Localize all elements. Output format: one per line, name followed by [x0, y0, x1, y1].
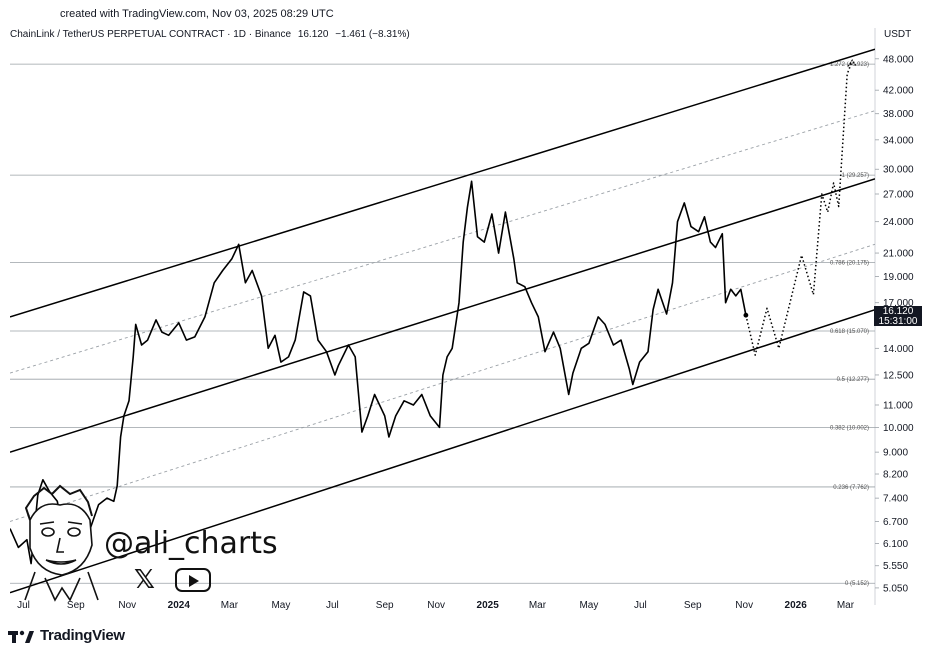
y-tick-label: 42.000	[883, 86, 914, 97]
y-tick-label: 34.000	[883, 135, 914, 146]
y-tick-label: 30.000	[883, 165, 914, 176]
current-price-value: 16.120	[882, 306, 914, 317]
symbol-header: ChainLink / TetherUS PERPETUAL CONTRACT …	[10, 29, 414, 40]
y-tick-label: 27.000	[883, 190, 914, 201]
x-tick-label: Nov	[118, 600, 136, 611]
youtube-icon	[174, 568, 211, 592]
x-tick-label: May	[271, 600, 290, 611]
price-series-line	[10, 180, 747, 565]
symbol-name: ChainLink / TetherUS PERPETUAL CONTRACT …	[10, 29, 292, 40]
y-tick-label: 48.000	[883, 54, 914, 65]
channel-line-middle	[10, 178, 875, 453]
x-icon: 𝕏	[134, 565, 155, 595]
channel-line-lower	[10, 309, 875, 594]
fib-level-label: 0.382 (10.002)	[830, 425, 869, 431]
x-tick-label: Mar	[837, 600, 855, 611]
y-tick-label: 14.000	[883, 344, 914, 355]
tradingview-logo-icon	[8, 630, 34, 643]
fib-level-label: 1.272 (46.923)	[830, 62, 869, 68]
x-tick-label: Sep	[67, 600, 85, 611]
avatar-illustration	[24, 484, 99, 602]
x-tick-label: Jul	[17, 600, 30, 611]
currency-label: USDT	[884, 29, 912, 40]
fib-level-label: 0.786 (20.175)	[830, 260, 869, 266]
watermark-handle: @ali_charts	[104, 526, 278, 561]
fib-level-label: 0.236 (7.762)	[833, 485, 869, 491]
projection-arrowhead	[847, 59, 857, 67]
current-price-label: 16.120 15:31:00	[874, 306, 922, 327]
current-price-point	[743, 312, 749, 318]
x-tick-label: 2026	[785, 600, 808, 611]
y-tick-label: 10.000	[883, 423, 914, 434]
y-tick-label: 12.500	[883, 370, 914, 381]
countdown-timer: 15:31:00	[878, 316, 918, 327]
projection-dotted-line	[745, 61, 853, 356]
fib-level-label: 0.618 (15.070)	[830, 329, 869, 335]
fib-level-label: 0 (5.152)	[845, 581, 869, 587]
y-tick-label: 6.700	[883, 517, 908, 528]
y-tick-label: 7.400	[883, 494, 908, 505]
x-tick-label: May	[579, 600, 598, 611]
x-tick-label: Sep	[684, 600, 702, 611]
x-tick-label: Mar	[529, 600, 547, 611]
y-tick-label: 5.050	[883, 583, 908, 594]
x-tick-label: Mar	[221, 600, 239, 611]
x-tick-label: Jul	[634, 600, 647, 611]
y-tick-label: 8.200	[883, 470, 908, 481]
tradingview-logo: TradingView	[8, 627, 125, 644]
y-tick-label: 17.000	[883, 298, 914, 309]
y-tick-label: 11.000	[883, 400, 913, 411]
y-tick-label: 19.000	[883, 272, 914, 283]
channel-dashed-line	[10, 110, 875, 374]
social-icons: 𝕏	[134, 566, 211, 594]
tradingview-wordmark: TradingView	[40, 627, 125, 644]
x-tick-label: Nov	[427, 600, 445, 611]
created-caption: created with TradingView.com, Nov 03, 20…	[60, 8, 334, 20]
y-tick-label: 21.000	[883, 249, 914, 260]
y-tick-label: 24.000	[883, 217, 914, 228]
x-tick-label: Jul	[326, 600, 339, 611]
x-tick-label: Sep	[376, 600, 394, 611]
y-tick-label: 38.000	[883, 109, 914, 120]
fib-level-label: 0.5 (12.277)	[837, 377, 869, 383]
x-tick-label: Nov	[735, 600, 753, 611]
last-price: 16.120	[297, 29, 329, 40]
x-tick-label: 2024	[168, 600, 191, 611]
price-change: −1.461 (−8.31%)	[335, 29, 410, 40]
x-tick-label: 2025	[477, 600, 500, 611]
fib-level-label: 1 (29.257)	[842, 173, 869, 179]
channel-line-upper	[10, 48, 875, 318]
y-tick-label: 5.550	[883, 561, 908, 572]
y-tick-label: 9.000	[883, 448, 908, 459]
y-tick-label: 6.100	[883, 539, 908, 550]
